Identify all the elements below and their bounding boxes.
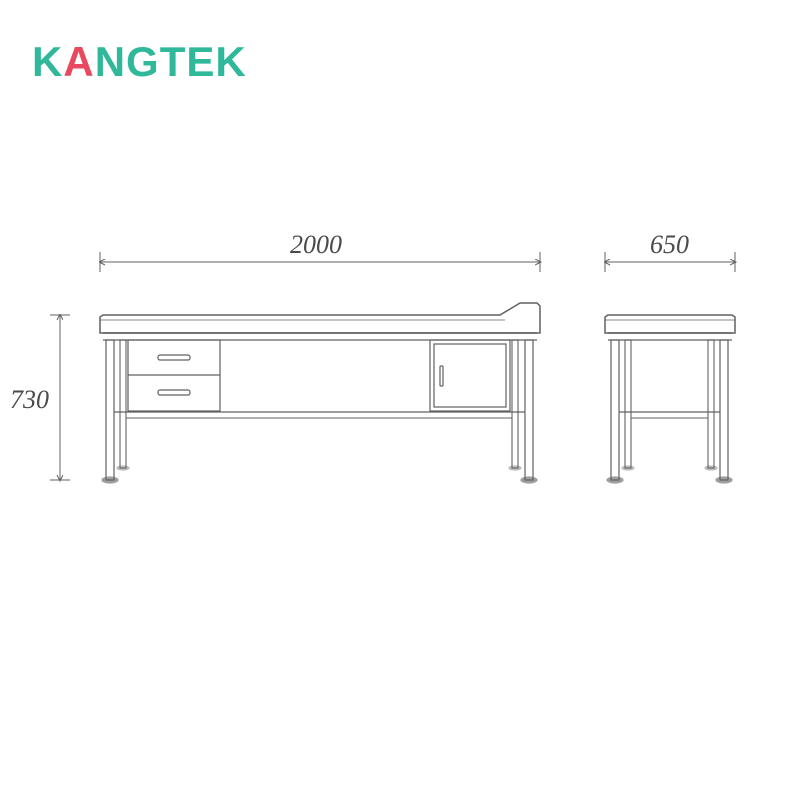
drawer-unit — [128, 340, 220, 411]
dim-height-line — [50, 315, 70, 480]
side-view — [605, 315, 735, 483]
technical-drawing — [0, 0, 800, 800]
dim-length-line — [100, 252, 540, 272]
cabinet — [430, 340, 510, 411]
dim-width-line — [605, 252, 735, 272]
front-view — [100, 303, 540, 483]
